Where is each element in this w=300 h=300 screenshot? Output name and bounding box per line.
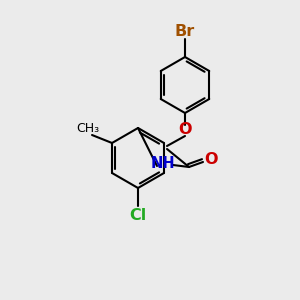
Text: CH₃: CH₃: [76, 122, 100, 136]
Text: Cl: Cl: [129, 208, 147, 223]
Text: O: O: [178, 122, 192, 136]
Text: O: O: [204, 152, 218, 166]
Text: NH: NH: [151, 157, 175, 172]
Text: Br: Br: [175, 23, 195, 38]
